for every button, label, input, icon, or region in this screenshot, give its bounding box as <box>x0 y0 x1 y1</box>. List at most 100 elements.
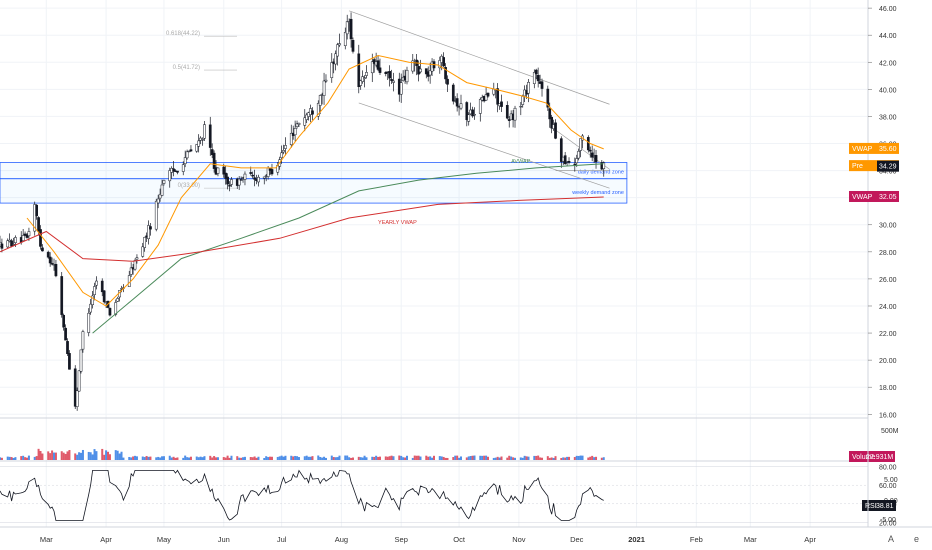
time-axis-tick: Apr <box>100 535 112 544</box>
volume-bar <box>74 453 77 460</box>
candle-body <box>534 69 538 75</box>
volume-bar <box>49 453 52 460</box>
volume-bar <box>471 455 474 460</box>
candle-body <box>102 290 106 303</box>
candle-body <box>349 18 353 40</box>
candle-body <box>322 80 326 96</box>
volume-bar <box>297 457 300 460</box>
volume-bar <box>182 457 185 460</box>
volume-bar <box>413 455 416 460</box>
volume-bar <box>492 457 495 460</box>
candlestick-series <box>0 12 606 411</box>
volume-bar <box>427 456 430 460</box>
candle-body <box>129 267 133 275</box>
volume-bar <box>26 457 29 460</box>
price-axis-tick: 42.00 <box>879 60 897 67</box>
volume-bar <box>135 456 138 460</box>
candle-body <box>210 149 214 155</box>
volume-bar <box>91 454 94 460</box>
volume-bar <box>552 457 555 460</box>
time-axis-tick: Aug <box>335 535 348 544</box>
candle-body <box>334 53 337 65</box>
volume-tag-value: 27.931M <box>866 454 893 461</box>
time-axis-tick: Apr <box>804 535 816 544</box>
candle-body <box>351 40 355 52</box>
volume-bar <box>12 457 15 460</box>
volume-bar <box>201 457 204 460</box>
price-tag-name-bg <box>849 142 877 154</box>
log-button[interactable]: A <box>888 534 894 544</box>
volume-bar <box>332 457 335 460</box>
candle-body <box>201 139 204 141</box>
fib-label: 0.618(44.22) <box>166 31 200 37</box>
time-axis-tick: Sep <box>395 535 408 544</box>
volume-bar <box>51 450 54 460</box>
volume-bar <box>535 455 538 460</box>
volume-bar <box>587 457 590 460</box>
volume-bar <box>120 451 123 460</box>
candle-body <box>66 341 69 354</box>
volume-bar <box>348 457 351 460</box>
candle-body <box>108 307 112 316</box>
price-tag-name: VWAP <box>852 194 873 201</box>
price-axis-tick: 26.00 <box>879 277 897 284</box>
volume-bar <box>438 456 441 460</box>
volume-bar <box>386 456 389 460</box>
candle-body <box>455 98 459 107</box>
volume-bar <box>602 457 605 460</box>
price-tag-name: Pre <box>852 163 863 170</box>
volume-bar <box>242 457 245 460</box>
volume-bar <box>564 457 567 460</box>
volume-bar <box>80 452 83 460</box>
candle-body <box>521 96 525 105</box>
volume-bar <box>431 457 434 460</box>
candle-body <box>330 62 334 79</box>
volume-bar <box>496 456 499 460</box>
volume-bar <box>118 453 121 460</box>
volume-bar <box>60 451 63 460</box>
candle-body <box>187 150 191 153</box>
candle-body <box>438 60 442 69</box>
volume-bar <box>330 455 333 460</box>
demand-zone <box>0 162 628 180</box>
candle-body <box>305 114 309 120</box>
candle-body <box>158 193 162 199</box>
volume-bar <box>213 456 216 460</box>
volume-bar <box>548 457 551 460</box>
volume-bar <box>294 455 297 460</box>
candle-body <box>12 243 15 246</box>
volume-bar <box>473 455 476 460</box>
price-axis-tick: 40.00 <box>879 87 897 94</box>
volume-bar <box>228 457 231 460</box>
price-tag-value: 34.29 <box>879 164 897 171</box>
volume-bar <box>415 455 418 460</box>
volume-bar <box>539 457 542 460</box>
volume-bar <box>433 455 435 460</box>
volume-bar <box>442 456 445 460</box>
candle-body <box>37 217 40 232</box>
volume-bar <box>465 457 468 460</box>
rsi-pane: 80.0060.0040.0020.005.000.00-5.00RSI38.8… <box>0 465 898 527</box>
time-axis-tick: Mar <box>744 535 757 544</box>
volume-bar <box>460 456 463 460</box>
candle-body <box>27 231 31 237</box>
volume-bar <box>550 457 553 460</box>
price-tag-value-bg <box>877 160 899 172</box>
demand-zone-label: daily demand zone <box>578 170 624 176</box>
auto-scale-button[interactable]: e <box>914 534 919 544</box>
candle-body <box>154 200 158 230</box>
time-axis-tick: Oct <box>453 535 466 544</box>
volume-bar <box>257 456 260 460</box>
candle-body <box>318 95 322 106</box>
volume-bar <box>108 454 111 460</box>
series-line <box>26 54 604 307</box>
volume-bar <box>162 456 165 460</box>
volume-bar <box>95 451 98 460</box>
candle-body <box>419 68 422 73</box>
volume-bar <box>508 455 511 460</box>
volume-bar <box>361 457 364 460</box>
volume-bar <box>593 457 596 460</box>
candle-body <box>141 246 145 257</box>
volume-bar <box>122 457 125 460</box>
